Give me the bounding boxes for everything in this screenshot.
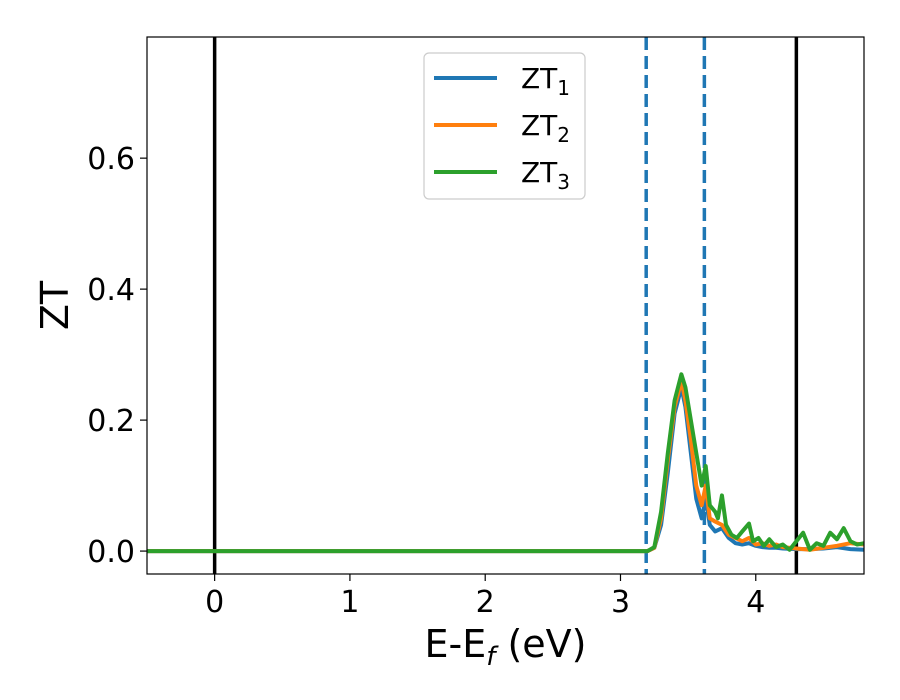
- series-line-zt2: [147, 378, 864, 554]
- series-line-zt1: [147, 385, 864, 554]
- y-tick-label: 0.2: [87, 404, 135, 439]
- y-tick-label: 0.6: [87, 142, 135, 177]
- legend-label-zt2: ZT2: [521, 109, 570, 147]
- plot-frame: [146, 36, 865, 575]
- y-tick-label: 0.0: [87, 535, 135, 570]
- x-tick-label: 4: [746, 585, 765, 620]
- x-tick-label: 3: [611, 585, 630, 620]
- x-axis: 0 1 2 3 4: [205, 574, 765, 620]
- legend: ZT1 ZT2 ZT3: [423, 52, 586, 200]
- x-tick-label: 0: [205, 585, 224, 620]
- legend-label-zt1: ZT1: [521, 62, 570, 100]
- x-axis-label: E-Ef (eV): [425, 622, 587, 672]
- x-tick-label: 2: [476, 585, 495, 620]
- y-axis: 0.0 0.2 0.4 0.6: [87, 142, 147, 570]
- legend-label-zt3: ZT3: [521, 156, 570, 194]
- series-line-zt3: [147, 372, 864, 554]
- legend-box: [423, 52, 586, 200]
- y-tick-label: 0.4: [87, 273, 135, 308]
- x-axis-label-unit: (eV): [495, 622, 586, 666]
- plot-area: [147, 37, 864, 574]
- y-axis-label: ZT: [33, 280, 77, 330]
- x-axis-label-main: E-E: [425, 622, 487, 666]
- x-tick-label: 1: [340, 585, 359, 620]
